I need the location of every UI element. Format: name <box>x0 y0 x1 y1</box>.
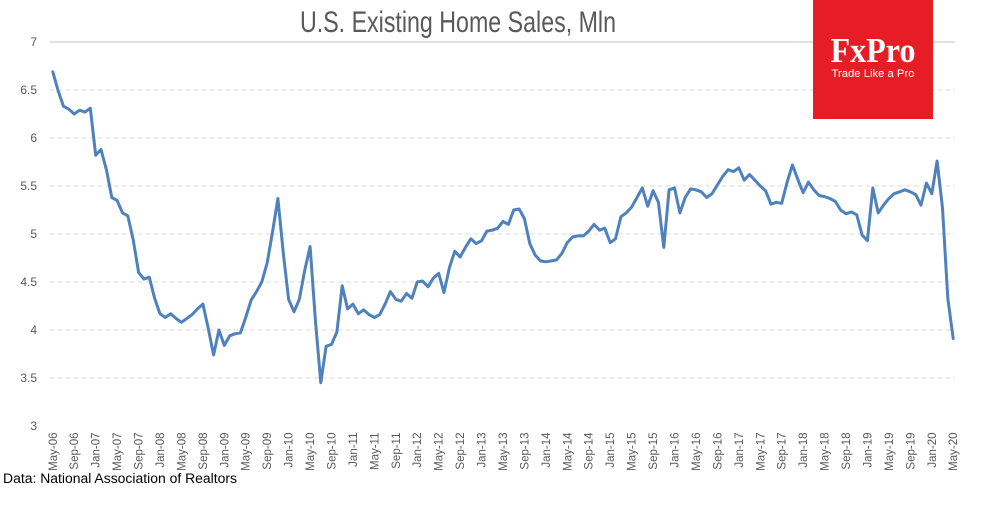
svg-text:3: 3 <box>30 419 37 433</box>
svg-text:Sep-10: Sep-10 <box>327 433 339 470</box>
svg-text:Jan-08: Jan-08 <box>155 433 167 468</box>
svg-text:7: 7 <box>30 35 37 49</box>
svg-text:Sep-06: Sep-06 <box>69 433 81 470</box>
svg-text:Trade Like a Pro: Trade Like a Pro <box>832 68 915 80</box>
svg-text:Sep-18: Sep-18 <box>841 433 853 470</box>
svg-text:Jan-17: Jan-17 <box>734 433 746 468</box>
svg-text:U.S. Existing Home Sales, Mln: U.S. Existing Home Sales, Mln <box>300 6 616 39</box>
svg-text:5.5: 5.5 <box>20 179 37 193</box>
svg-text:Jan-20: Jan-20 <box>927 433 939 468</box>
svg-text:May-12: May-12 <box>434 433 446 471</box>
svg-text:May-11: May-11 <box>369 433 381 471</box>
svg-text:4: 4 <box>30 323 37 337</box>
svg-text:May-07: May-07 <box>112 433 124 471</box>
svg-text:Sep-14: Sep-14 <box>584 432 596 470</box>
svg-text:May-06: May-06 <box>48 433 60 471</box>
svg-text:May-16: May-16 <box>691 433 703 471</box>
svg-text:May-09: May-09 <box>241 433 253 471</box>
svg-text:Jan-14: Jan-14 <box>541 432 553 468</box>
svg-text:Jan-07: Jan-07 <box>91 433 103 468</box>
svg-text:May-14: May-14 <box>562 432 574 471</box>
svg-text:May-18: May-18 <box>820 433 832 471</box>
svg-text:Jan-15: Jan-15 <box>605 433 617 468</box>
svg-text:May-08: May-08 <box>176 433 188 471</box>
svg-text:Sep-16: Sep-16 <box>712 433 724 470</box>
svg-text:6.5: 6.5 <box>20 83 37 97</box>
svg-text:Sep-11: Sep-11 <box>391 433 403 469</box>
svg-text:Jan-11: Jan-11 <box>348 433 360 467</box>
svg-text:Sep-13: Sep-13 <box>519 433 531 470</box>
svg-text:FxPro: FxPro <box>831 31 916 70</box>
svg-text:Jan-10: Jan-10 <box>284 433 296 468</box>
svg-text:Data: National Association of: Data: National Association of Realtors <box>3 471 237 486</box>
svg-text:Sep-15: Sep-15 <box>648 433 660 470</box>
svg-text:May-15: May-15 <box>627 433 639 471</box>
svg-text:5: 5 <box>30 227 37 241</box>
svg-text:May-19: May-19 <box>884 433 896 471</box>
svg-text:Sep-07: Sep-07 <box>134 433 146 470</box>
svg-text:Jan-19: Jan-19 <box>862 433 874 468</box>
svg-text:May-17: May-17 <box>755 433 767 471</box>
svg-text:Jan-09: Jan-09 <box>219 433 231 468</box>
svg-text:Sep-09: Sep-09 <box>262 433 274 470</box>
svg-text:Jan-16: Jan-16 <box>670 433 682 468</box>
svg-text:Sep-17: Sep-17 <box>777 433 789 470</box>
svg-text:Sep-12: Sep-12 <box>455 433 467 470</box>
svg-text:Sep-19: Sep-19 <box>905 433 917 470</box>
svg-text:3.5: 3.5 <box>20 371 37 385</box>
svg-text:4.5: 4.5 <box>20 275 37 289</box>
svg-text:6: 6 <box>30 131 37 145</box>
svg-text:May-13: May-13 <box>498 433 510 471</box>
svg-text:Jan-13: Jan-13 <box>477 433 489 468</box>
svg-text:Jan-18: Jan-18 <box>798 433 810 468</box>
svg-text:Sep-08: Sep-08 <box>198 433 210 470</box>
svg-text:May-20: May-20 <box>948 433 960 471</box>
svg-text:Jan-12: Jan-12 <box>412 433 424 468</box>
svg-text:May-10: May-10 <box>305 433 317 471</box>
